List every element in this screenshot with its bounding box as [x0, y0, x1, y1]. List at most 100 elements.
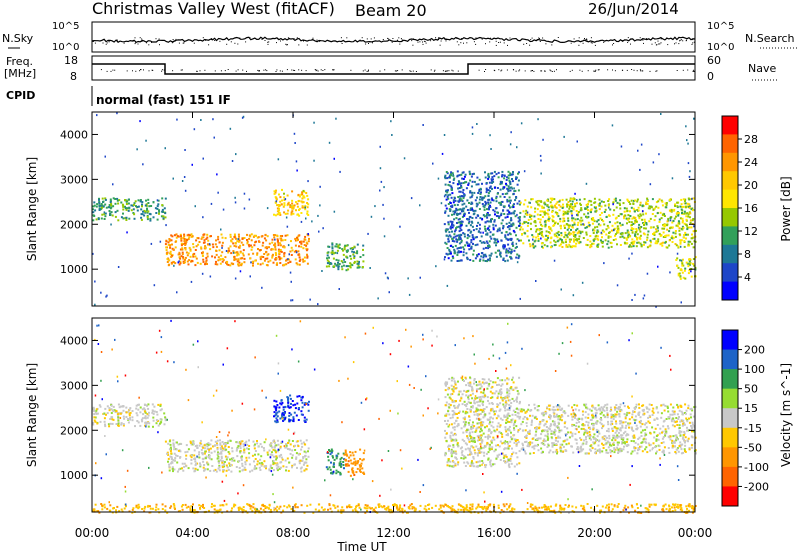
echo-cell — [188, 236, 191, 239]
noise-cell — [571, 214, 573, 217]
echo-cell — [224, 455, 227, 458]
echo-cell — [687, 265, 690, 268]
nsearch-dot — [679, 39, 681, 41]
noise-cell — [620, 145, 623, 148]
echo-cell — [283, 211, 286, 214]
echo-cell — [303, 244, 306, 246]
echo-cell — [152, 201, 155, 204]
noise-cell — [441, 152, 444, 155]
echo-cell — [547, 216, 550, 219]
echo-cell — [490, 424, 493, 427]
echo-cell — [291, 456, 294, 459]
echo-cell — [239, 244, 242, 247]
echo-cell — [478, 188, 481, 191]
noise-cell — [637, 149, 639, 152]
echo-cell — [537, 200, 540, 203]
echo-cell — [101, 206, 103, 209]
nave-dot — [524, 70, 526, 72]
echo-cell — [236, 251, 239, 254]
nsearch-dot — [171, 42, 173, 44]
echo-cell — [576, 232, 579, 235]
nsearch-dot — [489, 41, 491, 43]
echo-cell — [494, 239, 497, 242]
nsearch-dot — [456, 38, 458, 39]
echo-cell — [203, 444, 206, 447]
echo-cell — [572, 231, 575, 234]
echo-cell — [521, 228, 524, 231]
echo-cell — [466, 237, 469, 240]
echo-cell — [583, 213, 586, 216]
echo-cell — [623, 241, 626, 244]
nave-dot — [235, 70, 237, 72]
echo-cell — [488, 382, 491, 385]
echo-cell — [300, 240, 303, 243]
echo-cell — [507, 190, 510, 193]
echo-cell — [201, 255, 204, 257]
echo-cell — [681, 225, 684, 228]
echo-cell — [305, 451, 307, 454]
echo-cell — [518, 216, 521, 218]
echo-cell — [580, 223, 583, 226]
echo-cell — [607, 204, 610, 207]
echo-cell — [292, 418, 295, 421]
echo-cell — [260, 445, 263, 448]
echo-cell — [446, 461, 449, 464]
nsearch-dot — [134, 37, 136, 39]
echo-cell — [505, 421, 508, 424]
echo-cell — [165, 252, 168, 255]
echo-cell — [518, 224, 521, 227]
echo-cell — [547, 236, 550, 239]
nave-dot — [612, 69, 613, 71]
echo-cell — [260, 464, 263, 467]
nsearch-dot — [346, 37, 348, 39]
echo-cell — [262, 241, 265, 244]
echo-cell — [580, 216, 583, 219]
noise-cell — [261, 286, 263, 289]
nsearch-dot — [594, 44, 596, 46]
echo-cell — [243, 466, 246, 469]
echo-cell — [653, 234, 656, 236]
echo-cell — [239, 451, 242, 454]
echo-cell — [232, 242, 235, 245]
echo-cell — [295, 262, 298, 265]
nsearch-dot — [445, 40, 447, 42]
echo-cell — [489, 231, 492, 234]
echo-cell — [499, 408, 502, 411]
echo-cell — [456, 203, 459, 206]
echo-cell — [522, 242, 525, 245]
echo-cell — [635, 235, 638, 238]
echo-cell — [477, 388, 480, 390]
echo-cell — [194, 255, 197, 258]
echo-cell — [471, 234, 474, 237]
echo-cell — [454, 211, 456, 214]
echo-cell — [204, 457, 207, 460]
echo-cell — [339, 458, 342, 461]
echo-cell — [215, 253, 218, 256]
echo-cell — [688, 258, 690, 261]
echo-cell — [483, 382, 486, 385]
echo-cell — [444, 210, 447, 213]
echo-cell — [452, 210, 455, 213]
nsearch-dot — [182, 42, 184, 44]
echo-cell — [449, 225, 452, 228]
echo-cell — [449, 205, 452, 208]
echo-cell — [356, 266, 359, 269]
echo-cell — [277, 242, 280, 244]
echo-cell — [506, 389, 509, 392]
noise-cell — [336, 252, 339, 255]
echo-cell — [549, 241, 552, 244]
echo-cell — [512, 424, 515, 427]
echo-cell — [576, 212, 579, 215]
echo-cell — [188, 246, 191, 249]
nsearch-dot — [303, 40, 304, 42]
echo-cell — [688, 262, 691, 265]
y-tick-label: 4000 — [60, 128, 88, 141]
echo-cell — [472, 259, 475, 262]
echo-cell — [353, 255, 356, 258]
echo-cell — [122, 212, 124, 215]
echo-cell — [116, 209, 119, 212]
echo-cell — [276, 238, 279, 241]
echo-cell — [117, 219, 120, 222]
echo-cell — [460, 173, 463, 176]
echo-cell — [303, 403, 306, 406]
